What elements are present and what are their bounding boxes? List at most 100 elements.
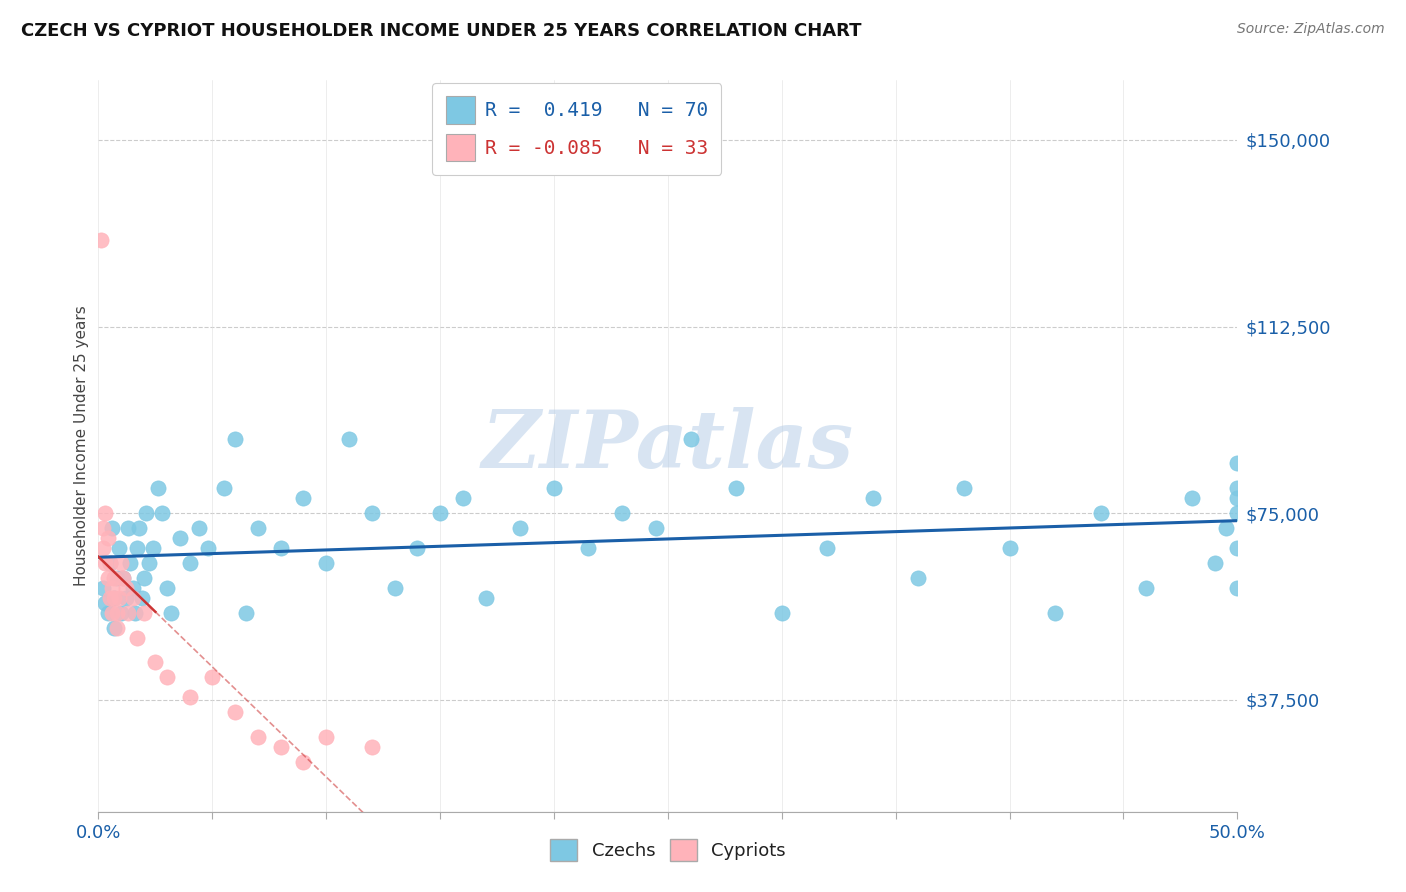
Point <box>907 571 929 585</box>
Text: ZIPatlas: ZIPatlas <box>482 408 853 484</box>
Point <box>108 591 131 605</box>
Point <box>121 591 143 605</box>
Point <box>1226 506 1249 520</box>
Point <box>98 556 121 570</box>
Point <box>384 581 406 595</box>
Point <box>114 581 136 595</box>
Point <box>770 606 793 620</box>
Point <box>105 571 128 585</box>
Point <box>103 591 125 605</box>
Point <box>246 521 269 535</box>
Point <box>337 432 360 446</box>
Point <box>187 521 209 535</box>
Point <box>235 606 257 620</box>
Point <box>429 506 451 520</box>
Point <box>91 581 114 595</box>
Point <box>114 591 136 605</box>
Point <box>145 656 167 670</box>
Point <box>953 481 976 495</box>
Point <box>90 233 112 247</box>
Point <box>246 730 269 744</box>
Point <box>101 521 124 535</box>
Point <box>160 606 183 620</box>
Point <box>108 541 131 555</box>
Point <box>1135 581 1157 595</box>
Point <box>98 556 121 570</box>
Point <box>292 491 315 506</box>
Point <box>120 556 142 570</box>
Point <box>1226 581 1249 595</box>
Point <box>1204 556 1226 570</box>
Point <box>131 591 153 605</box>
Point <box>451 491 474 506</box>
Y-axis label: Householder Income Under 25 years: Householder Income Under 25 years <box>75 306 89 586</box>
Point <box>142 541 165 555</box>
Point <box>270 541 292 555</box>
Point <box>94 596 117 610</box>
Point <box>128 521 150 535</box>
Point <box>1181 491 1204 506</box>
Point <box>224 705 246 719</box>
Point <box>543 481 565 495</box>
Point <box>212 481 235 495</box>
Point <box>1090 506 1112 520</box>
Point <box>124 606 146 620</box>
Point <box>117 521 139 535</box>
Point <box>132 606 155 620</box>
Point <box>91 541 114 555</box>
Point <box>105 606 128 620</box>
Point <box>135 506 157 520</box>
Point <box>94 556 117 570</box>
Point <box>132 571 155 585</box>
Point <box>156 670 179 684</box>
Point <box>169 531 191 545</box>
Point <box>645 521 668 535</box>
Point <box>103 571 125 585</box>
Point <box>138 556 160 570</box>
Point <box>1226 457 1249 471</box>
Point <box>112 571 135 585</box>
Point <box>1043 606 1066 620</box>
Point <box>612 506 634 520</box>
Point <box>862 491 884 506</box>
Point <box>270 739 292 754</box>
Point <box>101 581 124 595</box>
Point <box>121 581 143 595</box>
Point <box>224 432 246 446</box>
Point <box>127 541 149 555</box>
Point <box>360 739 382 754</box>
Point <box>474 591 496 605</box>
Point <box>117 606 139 620</box>
Point <box>998 541 1021 555</box>
Point <box>96 606 118 620</box>
Point <box>105 621 128 635</box>
Point <box>146 481 169 495</box>
Point <box>360 506 382 520</box>
Point <box>197 541 219 555</box>
Point <box>150 506 173 520</box>
Point <box>156 581 179 595</box>
Point <box>576 541 599 555</box>
Point <box>94 506 117 520</box>
Point <box>201 670 224 684</box>
Point <box>179 556 201 570</box>
Point <box>103 621 125 635</box>
Point <box>179 690 201 705</box>
Point <box>1226 541 1249 555</box>
Point <box>96 531 118 545</box>
Point <box>815 541 838 555</box>
Point <box>406 541 429 555</box>
Point <box>679 432 702 446</box>
Legend: Czechs, Cypriots: Czechs, Cypriots <box>543 832 793 869</box>
Point <box>110 606 132 620</box>
Point <box>1226 491 1249 506</box>
Point <box>509 521 531 535</box>
Point <box>91 521 114 535</box>
Text: CZECH VS CYPRIOT HOUSEHOLDER INCOME UNDER 25 YEARS CORRELATION CHART: CZECH VS CYPRIOT HOUSEHOLDER INCOME UNDE… <box>21 22 862 40</box>
Point <box>103 591 125 605</box>
Point <box>110 556 132 570</box>
Point <box>112 571 135 585</box>
Point <box>96 571 118 585</box>
Text: Source: ZipAtlas.com: Source: ZipAtlas.com <box>1237 22 1385 37</box>
Point <box>1215 521 1237 535</box>
